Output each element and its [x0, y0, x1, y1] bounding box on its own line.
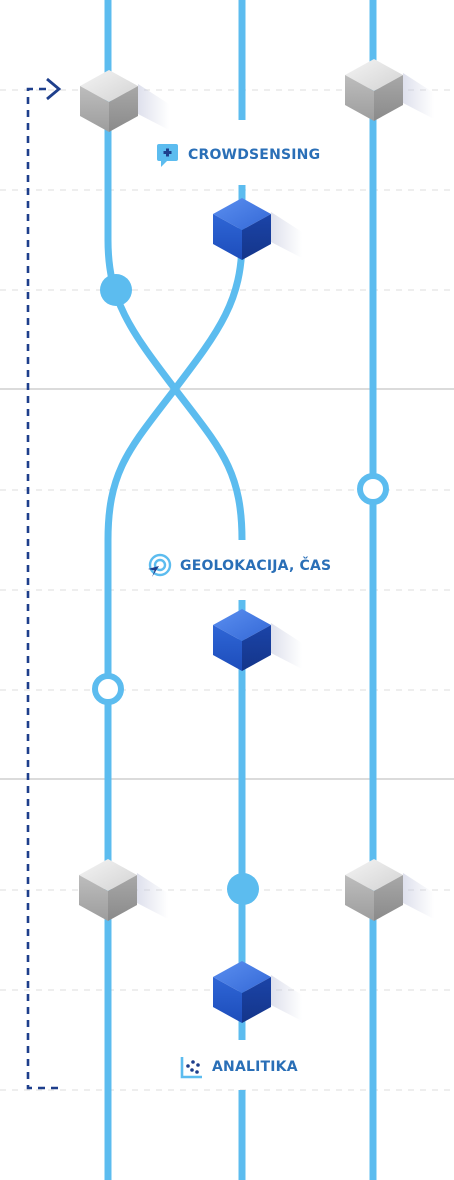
feedback-loop-dashed [26, 87, 58, 1090]
gray-cube [345, 59, 434, 121]
analytics-label-text: ANALITIKA [212, 1059, 298, 1075]
geolocation-label-text: GEOLOKACIJA, ČAS [180, 558, 332, 574]
feedback-loop-arrow-icon [46, 77, 62, 101]
node-ring [92, 673, 124, 705]
crowdsensing-label: CROWDSENSING [150, 142, 327, 168]
crowdsensing-label-text: CROWDSENSING [188, 147, 321, 163]
target-cursor-icon [146, 553, 172, 579]
gray-cube [79, 859, 168, 921]
blue-cube [213, 609, 302, 671]
gray-cube [80, 70, 169, 132]
node-ring [357, 473, 389, 505]
node-filled [227, 873, 259, 905]
blue-cube [213, 198, 302, 260]
grid-lines [0, 89, 454, 1091]
analytics-label: ANALITIKA [174, 1054, 304, 1080]
chat-plus-icon [154, 142, 180, 168]
blue-cube [213, 961, 302, 1023]
scatter-plot-icon [178, 1054, 204, 1080]
track-middle [104, 185, 246, 1180]
geolocation-label: GEOLOKACIJA, ČAS [142, 553, 338, 579]
node-filled [100, 274, 132, 306]
gray-cube [345, 859, 434, 921]
